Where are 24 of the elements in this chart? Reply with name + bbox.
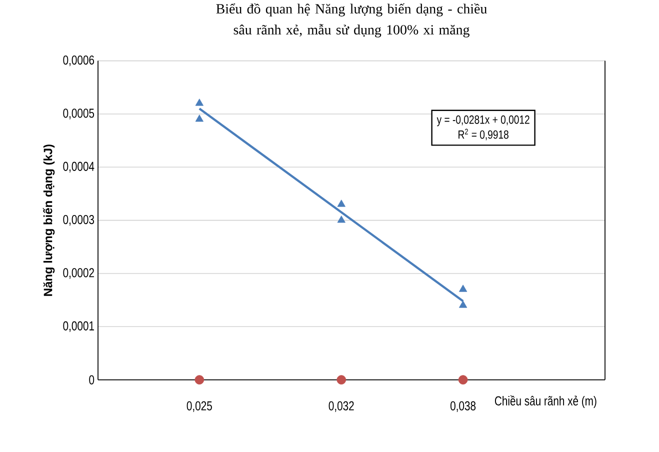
x-tick-label: 0,038	[450, 401, 476, 412]
point	[337, 216, 346, 223]
point	[458, 300, 468, 308]
x-axis-title: Chiều sâu rãnh xẻ (m)	[494, 395, 596, 408]
y-tick-label: 0,0002	[63, 268, 94, 279]
y-tick-label: 0,0004	[63, 162, 94, 173]
point	[336, 375, 346, 385]
x-tick-label: 0,032	[328, 401, 354, 412]
y-tick-label: 0,0003	[63, 215, 94, 226]
y-tick-label: 0,0006	[63, 56, 94, 66]
y-tick-label: 0,0001	[63, 321, 94, 332]
point	[194, 375, 204, 385]
point	[458, 375, 468, 385]
y-tick-label: 0,0005	[63, 108, 94, 120]
y-tick-label: 0	[89, 375, 94, 384]
annotation: R$^{2}$ = 0,9918	[458, 128, 508, 140]
annotation: y = -0,0281x + 0,0012	[436, 115, 530, 126]
point	[195, 98, 204, 106]
chart-title: Biểu đồ quan hệ Năng lượng biến dạng - chiều sâu rãnh xẻ, mẫu sử dụng 100% xi măng	[216, 3, 487, 38]
x-tick-label: 0,025	[186, 401, 212, 412]
point	[195, 114, 204, 122]
point	[337, 200, 346, 207]
y-axis-title: Năng lượng biến dạng (kJ)	[42, 144, 55, 296]
point	[458, 284, 468, 292]
